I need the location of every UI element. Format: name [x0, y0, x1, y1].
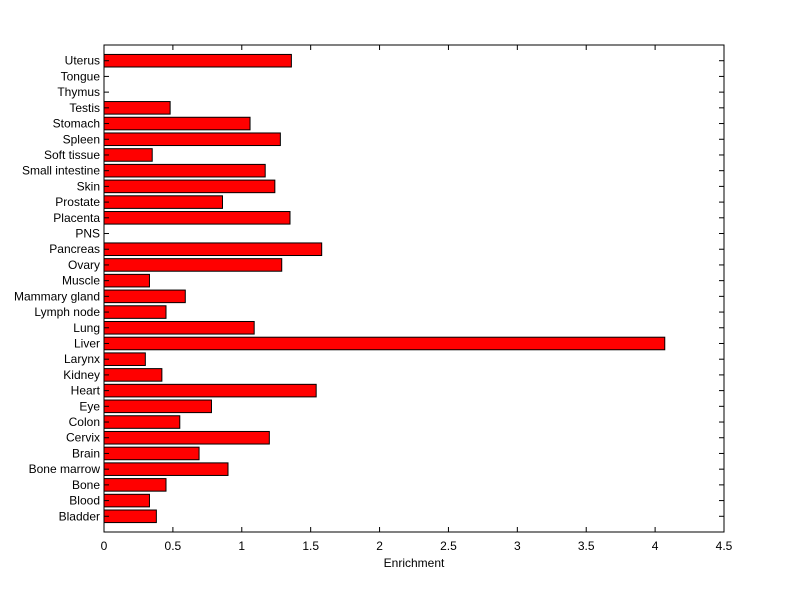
x-tick-label: 2 [376, 539, 383, 553]
y-tick-label: Soft tissue [44, 148, 100, 162]
bar-kidney [103, 368, 163, 382]
y-tick-label: Blood [69, 494, 100, 508]
y-tick-label: Tongue [61, 69, 101, 83]
bar-mammary-gland [103, 289, 186, 304]
y-tick-label: Cervix [66, 431, 100, 445]
bar-lymph-node [103, 305, 167, 319]
bar-skin [103, 179, 276, 194]
bar-colon [103, 415, 181, 429]
y-tick-label: Liver [74, 336, 100, 350]
y-tick-label: Skin [77, 179, 100, 193]
x-tick-label: 3.5 [578, 539, 595, 553]
bar-ovary [103, 258, 283, 272]
bar-heart [103, 383, 317, 398]
y-tick-label: Larynx [64, 352, 100, 366]
y-tick-label: Pancreas [49, 242, 100, 256]
y-tick-label: Bone marrow [29, 462, 101, 476]
bar-lung [103, 320, 255, 335]
bar-placenta [103, 211, 291, 225]
y-tick-label: Heart [71, 384, 101, 398]
bar-bone [103, 478, 167, 492]
bar-stomach [103, 116, 251, 131]
bar-prostate [103, 195, 223, 209]
y-tick-label: Prostate [55, 195, 100, 209]
y-tick-label: Placenta [53, 211, 100, 225]
bar-bone-marrow [103, 462, 229, 476]
bar-uterus [103, 53, 292, 68]
y-tick-label: Testis [69, 101, 100, 115]
bar-bladder [103, 509, 157, 524]
bar-eye [103, 399, 212, 414]
x-axis-label: Enrichment [384, 556, 445, 570]
y-tick-label: Muscle [62, 274, 100, 288]
x-tick-label: 1.5 [302, 539, 319, 553]
y-tick-label: Mammary gland [14, 289, 100, 303]
bar-testis [103, 101, 171, 115]
y-tick-label: PNS [75, 227, 100, 241]
x-tick-label: 0 [101, 539, 108, 553]
bar-spleen [103, 132, 281, 147]
y-tick-label: Thymus [57, 85, 100, 99]
y-tick-label: Kidney [63, 368, 100, 382]
y-tick-label: Stomach [53, 117, 100, 131]
x-tick-label: 0.5 [165, 539, 182, 553]
x-tick-label: 1 [238, 539, 245, 553]
y-tick-label: Bone [72, 478, 100, 492]
bar-muscle [103, 273, 150, 288]
bar-larynx [103, 352, 146, 366]
y-tick-label: Uterus [65, 54, 100, 68]
bar-liver [103, 336, 666, 351]
y-tick-label: Eye [79, 399, 100, 413]
y-tick-label: Bladder [59, 509, 100, 523]
y-tick-label: Spleen [63, 132, 100, 146]
x-tick-label: 2.5 [440, 539, 457, 553]
y-tick-label: Ovary [68, 258, 100, 272]
bar-brain [103, 446, 200, 461]
bar-pancreas [103, 242, 323, 257]
axes-frame [103, 44, 725, 533]
y-tick-label: Small intestine [22, 164, 100, 178]
y-tick-label: Lung [73, 321, 100, 335]
bar-blood [103, 493, 150, 508]
y-tick-label: Lymph node [34, 305, 100, 319]
bar-cervix [103, 430, 270, 445]
x-ticks-group: 0 0.5 1 1.5 2 2.5 3 3.5 4 4.5 [101, 45, 733, 553]
x-tick-label: 4.5 [716, 539, 733, 553]
x-tick-label: 3 [514, 539, 521, 553]
x-tick-label: 4 [652, 539, 659, 553]
y-tick-label: Brain [72, 446, 100, 460]
bar-soft-tissue [103, 148, 153, 162]
bar-small-intestine [103, 163, 266, 178]
y-tick-label: Colon [69, 415, 100, 429]
